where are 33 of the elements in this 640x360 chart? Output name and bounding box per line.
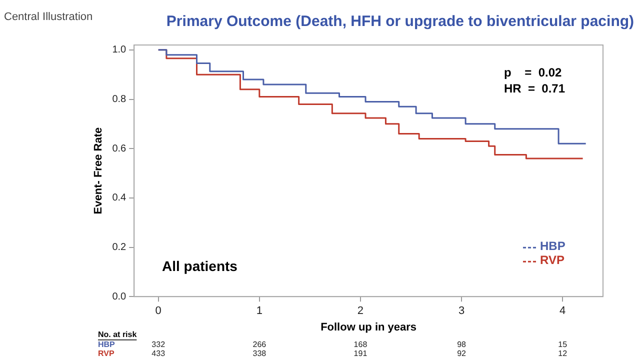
text: 12 <box>558 349 568 358</box>
text: 98 <box>457 340 467 350</box>
y-tick-label: 0.8 <box>112 94 127 106</box>
text: 266 <box>252 340 267 350</box>
chart-title: Primary Outcome (Death, HFH or upgrade to biventricular pacing) <box>166 13 634 30</box>
text: 92 <box>457 349 467 358</box>
annotation: All patients <box>162 258 238 274</box>
text: HBP <box>98 340 115 350</box>
x-tick-label: 0 <box>155 305 162 318</box>
text: Central Illustration <box>4 11 93 24</box>
y-tick-label: 0.6 <box>112 143 127 154</box>
text: 433 <box>152 349 166 358</box>
legend-label: HBP <box>540 238 566 253</box>
text: 168 <box>354 340 368 350</box>
text: 338 <box>252 349 267 358</box>
y-tick-label: 0.2 <box>112 242 127 254</box>
text: 191 <box>354 349 368 358</box>
annotation: p = 0.02 <box>504 65 562 80</box>
y-tick-label: 0.0 <box>112 291 127 302</box>
text: 15 <box>558 340 568 350</box>
text: RVP <box>98 349 114 358</box>
x-tick-label: 1 <box>256 305 262 318</box>
y-tick-label: 0.4 <box>112 192 127 204</box>
x-tick-label: 2 <box>357 305 364 318</box>
text: 332 <box>152 340 166 350</box>
legend-label: RVP <box>540 252 564 267</box>
x-tick-label: 3 <box>458 305 465 318</box>
y-tick-label: 1.0 <box>112 44 127 56</box>
x-axis-title: Follow up in years <box>320 321 417 334</box>
x-tick-label: 4 <box>560 305 566 318</box>
text: No. at risk <box>98 330 138 340</box>
y-axis-title: Event- Free Rate <box>92 127 105 214</box>
annotation: HR = 0.71 <box>504 81 566 96</box>
